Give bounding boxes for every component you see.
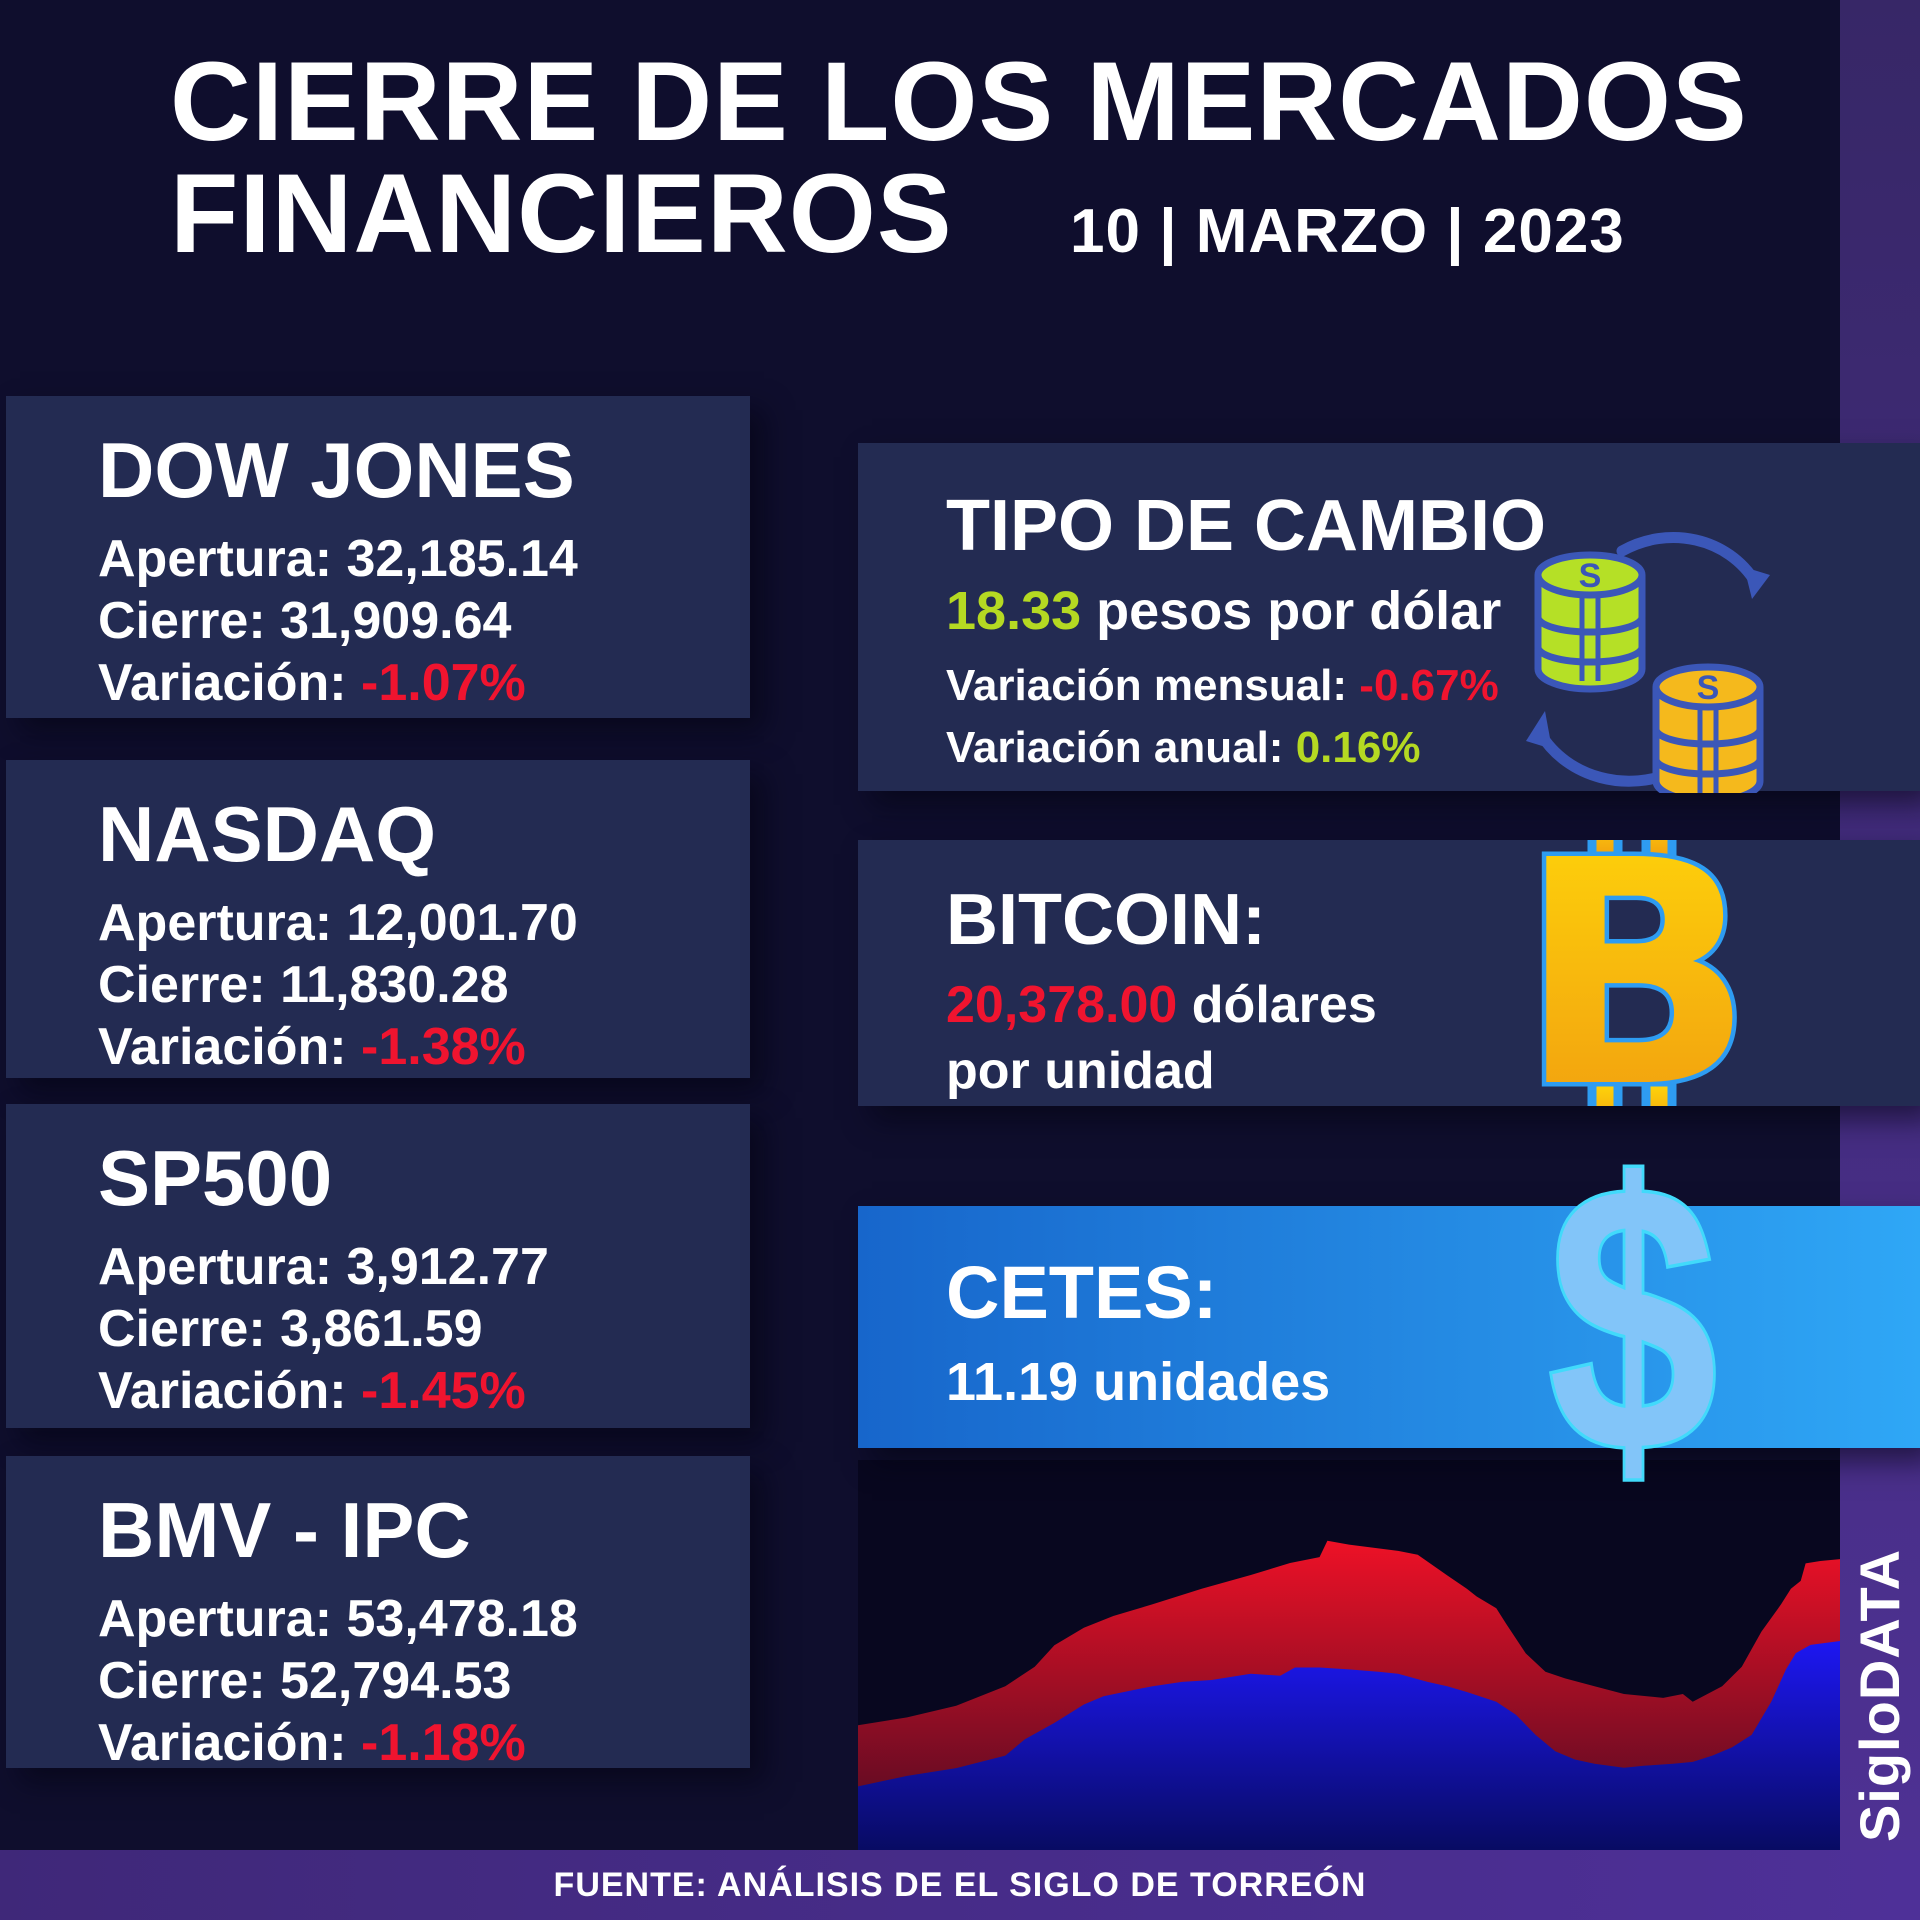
index-panel-bmv-ipc: BMV - IPC Apertura: 53,478.18 Cierre: 52… — [6, 1456, 750, 1772]
variacion-line: Variación: -1.18% — [98, 1714, 526, 1772]
apertura-line: Apertura: 3,912.77 — [98, 1238, 549, 1296]
bitcoin-title: BITCOIN: — [946, 880, 1266, 960]
exchange-rate-value: 18.33 — [946, 581, 1082, 641]
bitcoin-price-value: 20,378.00 — [946, 976, 1178, 1034]
apertura-line: Apertura: 53,478.18 — [98, 1590, 578, 1648]
cierre-line: Cierre: 52,794.53 — [98, 1652, 512, 1710]
index-name: NASDAQ — [98, 790, 437, 878]
cierre-line: Cierre: 31,909.64 — [98, 592, 512, 650]
footer-bar: FUENTE: ANÁLISIS DE EL SIGLO DE TORREÓN — [0, 1850, 1920, 1920]
variacion-line: Variación: -1.45% — [98, 1362, 526, 1420]
green-coin-stack-icon: S — [1534, 551, 1646, 693]
variacion-line: Variación: -1.07% — [98, 654, 526, 712]
bitcoin-price-line: 20,378.00 dólares — [946, 976, 1377, 1034]
source-label: FUENTE: ANÁLISIS DE EL SIGLO DE TORREÓN — [553, 1865, 1367, 1904]
market-area-chart — [858, 1460, 1840, 1850]
annual-variation-value: 0.16% — [1295, 723, 1421, 772]
apertura-value: 32,185.14 — [346, 530, 578, 588]
page-title-line2: FINANCIEROS — [170, 151, 953, 276]
variacion-line: Variación: -1.38% — [98, 1018, 526, 1076]
variacion-value: -1.18% — [361, 1714, 526, 1772]
gold-coin-stack-icon: S — [1652, 663, 1764, 793]
index-name: DOW JONES — [98, 426, 575, 514]
bitcoin-icon: B — [1513, 840, 1759, 1106]
market-area-chart-svg — [858, 1540, 1840, 1850]
cierre-value: 11,830.28 — [280, 956, 509, 1014]
cierre-line: Cierre: 11,830.28 — [98, 956, 509, 1014]
bitcoin-b-glyph: B — [1518, 840, 1754, 1106]
exchange-rate-line: 18.33 pesos por dólar — [946, 581, 1502, 641]
cierre-value: 3,861.59 — [280, 1300, 483, 1358]
dollar-glyph: $ — [1548, 1162, 1717, 1502]
cetes-value: 11.19 unidades — [946, 1352, 1331, 1412]
apertura-value: 53,478.18 — [346, 1590, 578, 1648]
page-title-line1: CIERRE DE LOS MERCADOS — [170, 39, 1748, 164]
cierre-line: Cierre: 3,861.59 — [98, 1300, 483, 1358]
dollar-sign-icon: $ — [1548, 1162, 1718, 1502]
date-label: 10 | MARZO | 2023 — [1070, 197, 1625, 266]
blue-area-polygon — [858, 1641, 1840, 1850]
exchange-monthly-line: Variación mensual: -0.67% — [946, 661, 1499, 710]
index-name: SP500 — [98, 1134, 333, 1222]
bitcoin-unit-line: por unidad — [946, 1042, 1215, 1100]
apertura-line: Apertura: 12,001.70 — [98, 894, 578, 952]
currency-exchange-coins-icon: S S — [1526, 532, 1770, 793]
page-title: CIERRE DE LOS MERCADOS FINANCIEROS — [170, 46, 1748, 270]
index-panel-dow-jones: DOW JONES Apertura: 32,185.14 Cierre: 31… — [6, 396, 750, 718]
apertura-line: Apertura: 32,185.14 — [98, 530, 578, 588]
apertura-value: 12,001.70 — [346, 894, 578, 952]
cetes-title: CETES: — [946, 1251, 1218, 1334]
variacion-value: -1.45% — [361, 1362, 526, 1420]
index-panel-nasdaq: NASDAQ Apertura: 12,001.70 Cierre: 11,83… — [6, 760, 750, 1078]
brand-siglodata-label: SigloDATA — [1848, 1548, 1912, 1842]
monthly-variation-value: -0.67% — [1359, 661, 1499, 710]
index-panel-sp500: SP500 Apertura: 3,912.77 Cierre: 3,861.5… — [6, 1104, 750, 1428]
coin-s-symbol: S — [1579, 557, 1602, 595]
exchange-rate-panel: TIPO DE CAMBIO 18.33 pesos por dólar Var… — [858, 443, 1920, 793]
cetes-panel: CETES: 11.19 unidades $ — [858, 1162, 1920, 1502]
variacion-value: -1.07% — [361, 654, 526, 712]
bitcoin-panel: BITCOIN: 20,378.00 dólares por unidad B — [858, 840, 1920, 1106]
brand-siglodata: SigloDATA — [1840, 1545, 1920, 1845]
apertura-value: 3,912.77 — [346, 1238, 549, 1296]
exchange-annual-line: Variación anual: 0.16% — [946, 723, 1421, 772]
cierre-value: 52,794.53 — [280, 1652, 512, 1710]
cierre-value: 31,909.64 — [280, 592, 512, 650]
coin-s-symbol: S — [1697, 669, 1720, 707]
index-name: BMV - IPC — [98, 1486, 471, 1574]
exchange-title: TIPO DE CAMBIO — [946, 486, 1547, 566]
variacion-value: -1.38% — [361, 1018, 526, 1076]
